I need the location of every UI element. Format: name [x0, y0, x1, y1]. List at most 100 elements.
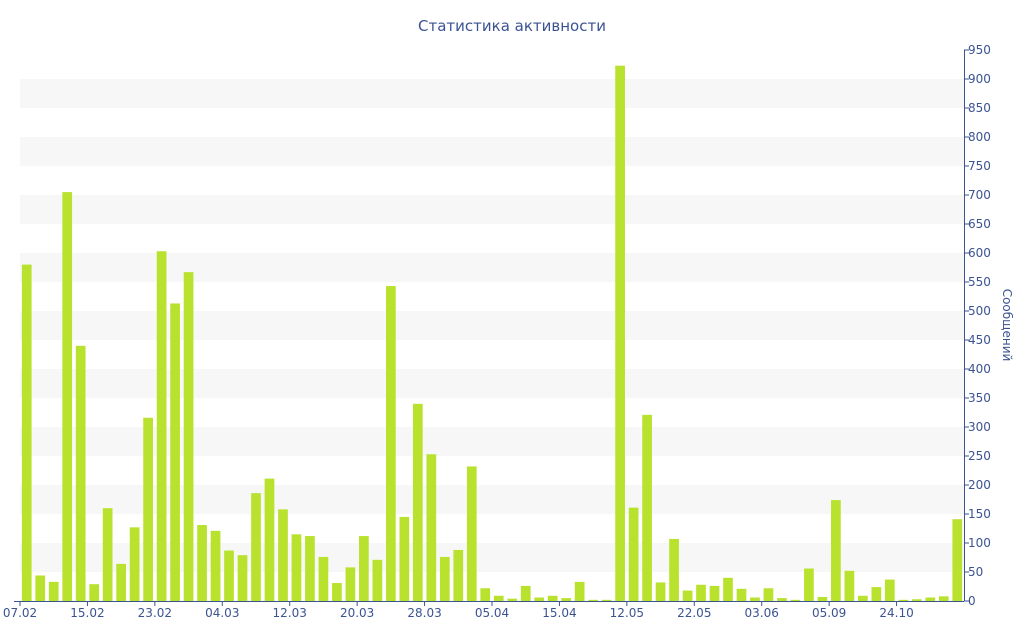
y-tick-label: 450	[968, 333, 991, 347]
bar	[601, 599, 612, 601]
bar	[264, 478, 275, 601]
bar	[62, 192, 73, 601]
bar	[359, 536, 369, 601]
bar	[278, 509, 288, 601]
bar	[480, 588, 491, 601]
grid-band	[20, 253, 964, 282]
y-tick-label: 200	[968, 478, 991, 492]
bar	[790, 599, 801, 601]
x-tick-label: 28.03	[407, 606, 441, 620]
bar	[224, 550, 234, 601]
bar	[89, 584, 100, 601]
bar	[332, 583, 342, 601]
y-tick-label: 700	[968, 188, 991, 202]
bar	[116, 563, 126, 601]
bar	[750, 597, 760, 601]
bar	[197, 525, 207, 601]
bar	[183, 272, 194, 601]
y-tick-label: 350	[968, 391, 991, 405]
bar	[655, 582, 666, 601]
y-tick-label: 400	[968, 362, 991, 376]
bar	[831, 500, 841, 601]
y-tick-label: 600	[968, 246, 991, 260]
bar	[898, 599, 909, 601]
chart-title: Статистика активности	[418, 17, 606, 35]
x-tick-label: 24.10	[879, 606, 913, 620]
bar	[426, 454, 437, 601]
bar	[696, 584, 706, 601]
bar	[615, 65, 625, 601]
x-tick-label: 05.09	[812, 606, 846, 620]
bar	[466, 466, 477, 601]
x-tick-label: 12.03	[273, 606, 307, 620]
bar	[763, 588, 774, 601]
x-tick-label: 22.05	[677, 606, 711, 620]
bar	[561, 598, 572, 601]
x-tick-label: 23.02	[138, 606, 172, 620]
bar	[372, 559, 383, 601]
bar	[493, 595, 504, 601]
bar	[884, 579, 895, 601]
bar	[547, 595, 558, 601]
grid-band	[20, 137, 964, 166]
grid-band	[20, 79, 964, 108]
bar	[399, 516, 410, 601]
bar	[844, 570, 855, 601]
bar	[75, 345, 86, 601]
bar	[858, 595, 868, 601]
bar	[318, 556, 329, 601]
bar	[21, 264, 32, 601]
y-tick-label: 100	[968, 536, 991, 550]
bar	[642, 414, 652, 601]
bar	[453, 549, 464, 601]
y-tick-label: 650	[968, 217, 991, 231]
y-axis-ticks: 0 50 100 150 200 250 300 350 400 450 500 550 600 650 7…	[964, 43, 991, 608]
y-tick-label: 0	[968, 594, 976, 608]
bar	[170, 303, 180, 601]
x-axis-ticks: 07.02 15.02 23.02 04.03 12.03 20.03 28.03 05.04…	[3, 601, 914, 620]
bar	[938, 596, 949, 601]
bar	[777, 598, 787, 601]
bar	[682, 590, 693, 601]
y-tick-label: 250	[968, 449, 991, 463]
y-tick-label: 550	[968, 275, 991, 289]
x-tick-label: 15.04	[542, 606, 576, 620]
bar	[911, 599, 922, 601]
bar	[709, 585, 720, 601]
bar	[952, 519, 963, 601]
bar	[48, 581, 59, 601]
bar	[143, 417, 153, 601]
bar	[345, 567, 356, 601]
bar	[520, 585, 531, 601]
y-tick-label: 750	[968, 159, 991, 173]
bar	[925, 597, 936, 601]
bar-series	[21, 65, 963, 601]
bar	[439, 556, 450, 601]
y-tick-label: 50	[968, 565, 983, 579]
y-tick-label: 150	[968, 507, 991, 521]
bar	[628, 507, 639, 601]
bar	[871, 587, 882, 601]
bar	[588, 599, 598, 601]
bar	[412, 403, 423, 601]
bar	[386, 286, 396, 601]
bar	[736, 588, 747, 601]
bar	[507, 598, 518, 601]
bar	[534, 597, 545, 601]
y-tick-label: 300	[968, 420, 991, 434]
x-tick-label: 15.02	[70, 606, 104, 620]
x-tick-label: 12.05	[610, 606, 644, 620]
bar	[129, 527, 140, 601]
y-axis-title: Сообщений	[1000, 289, 1014, 362]
x-tick-label: 07.02	[3, 606, 37, 620]
y-tick-label: 500	[968, 304, 991, 318]
x-tick-label: 05.04	[475, 606, 509, 620]
y-tick-label: 850	[968, 101, 991, 115]
bar	[210, 530, 221, 601]
bar	[305, 536, 315, 601]
grid-band	[20, 195, 964, 224]
bar	[251, 493, 261, 601]
bar	[156, 251, 167, 601]
bar	[102, 508, 113, 601]
